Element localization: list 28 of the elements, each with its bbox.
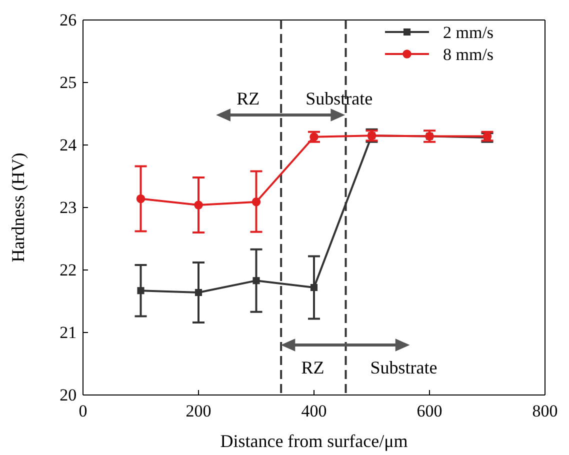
point bbox=[137, 287, 144, 294]
y-tick-label: 26 bbox=[60, 10, 77, 30]
x-tick-label: 200 bbox=[186, 402, 212, 421]
point bbox=[252, 198, 261, 206]
annotation: RZ bbox=[236, 88, 260, 108]
x-tick-label: 600 bbox=[416, 402, 442, 421]
x-tick-label: 0 bbox=[78, 402, 88, 421]
x-tick-label: 800 bbox=[532, 402, 558, 421]
y-tick-label: 21 bbox=[60, 322, 77, 342]
point bbox=[310, 132, 318, 142]
legend-label: 8 mm/s bbox=[443, 44, 494, 64]
y-tick-label: 25 bbox=[60, 72, 77, 92]
point bbox=[252, 277, 260, 284]
annotation: RZ bbox=[301, 357, 324, 378]
point bbox=[310, 284, 318, 292]
annotation: Substrate bbox=[306, 88, 373, 108]
x-tick-label: 400 bbox=[301, 402, 327, 421]
legend-label: 2 mm/s bbox=[443, 22, 494, 42]
y-tick-label: 22 bbox=[60, 260, 77, 280]
point bbox=[194, 200, 203, 210]
y-tick-label: 20 bbox=[60, 385, 77, 404]
point bbox=[194, 288, 202, 296]
y-tick-label: 24 bbox=[60, 135, 78, 154]
y-axis-title: Hardness (HV) bbox=[8, 152, 28, 262]
x-axis-title: Distance from surface/μm bbox=[220, 431, 408, 451]
y-tick-label: 23 bbox=[60, 198, 77, 217]
point bbox=[136, 194, 146, 204]
annotation: Substrate bbox=[370, 357, 438, 378]
